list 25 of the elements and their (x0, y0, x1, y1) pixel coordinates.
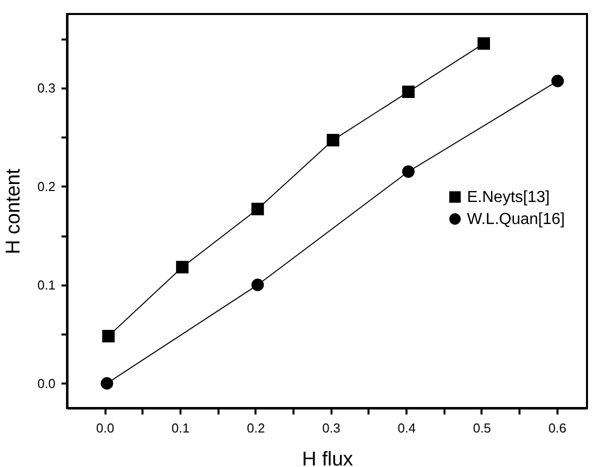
y-tick-label: 0.0 (37, 376, 56, 391)
x-axis-title: H flux (302, 448, 354, 467)
y-tick-label: 0.2 (37, 178, 56, 194)
point (176, 260, 189, 274)
x-tick-label: 0.6 (548, 420, 566, 436)
x-tick-label: 0.2 (246, 420, 265, 436)
point (251, 278, 264, 292)
point (100, 377, 114, 390)
x-tick-label: 0.1 (172, 420, 190, 436)
legend-label: E.Neyts[13] (467, 189, 550, 206)
x-tick-label: 0.0 (96, 420, 114, 436)
point (402, 165, 415, 178)
point (102, 330, 115, 342)
point (326, 134, 340, 146)
legend-label: W.L.Quan[16] (467, 211, 565, 228)
point (551, 74, 564, 88)
x-tick-label: 0.4 (398, 420, 416, 436)
point (402, 86, 415, 98)
y-tick-label: 0.3 (37, 80, 56, 96)
point (251, 202, 264, 216)
point (478, 37, 490, 50)
x-tick-label: 0.5 (472, 420, 492, 436)
y-axis-title: H content (2, 168, 24, 254)
x-tick-label: 0.3 (322, 420, 340, 436)
y-tick-label: 0.1 (37, 277, 56, 292)
